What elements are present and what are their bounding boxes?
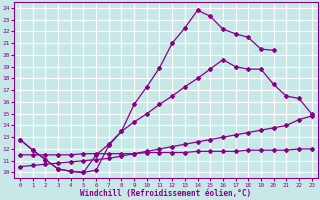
X-axis label: Windchill (Refroidissement éolien,°C): Windchill (Refroidissement éolien,°C): [80, 189, 252, 198]
